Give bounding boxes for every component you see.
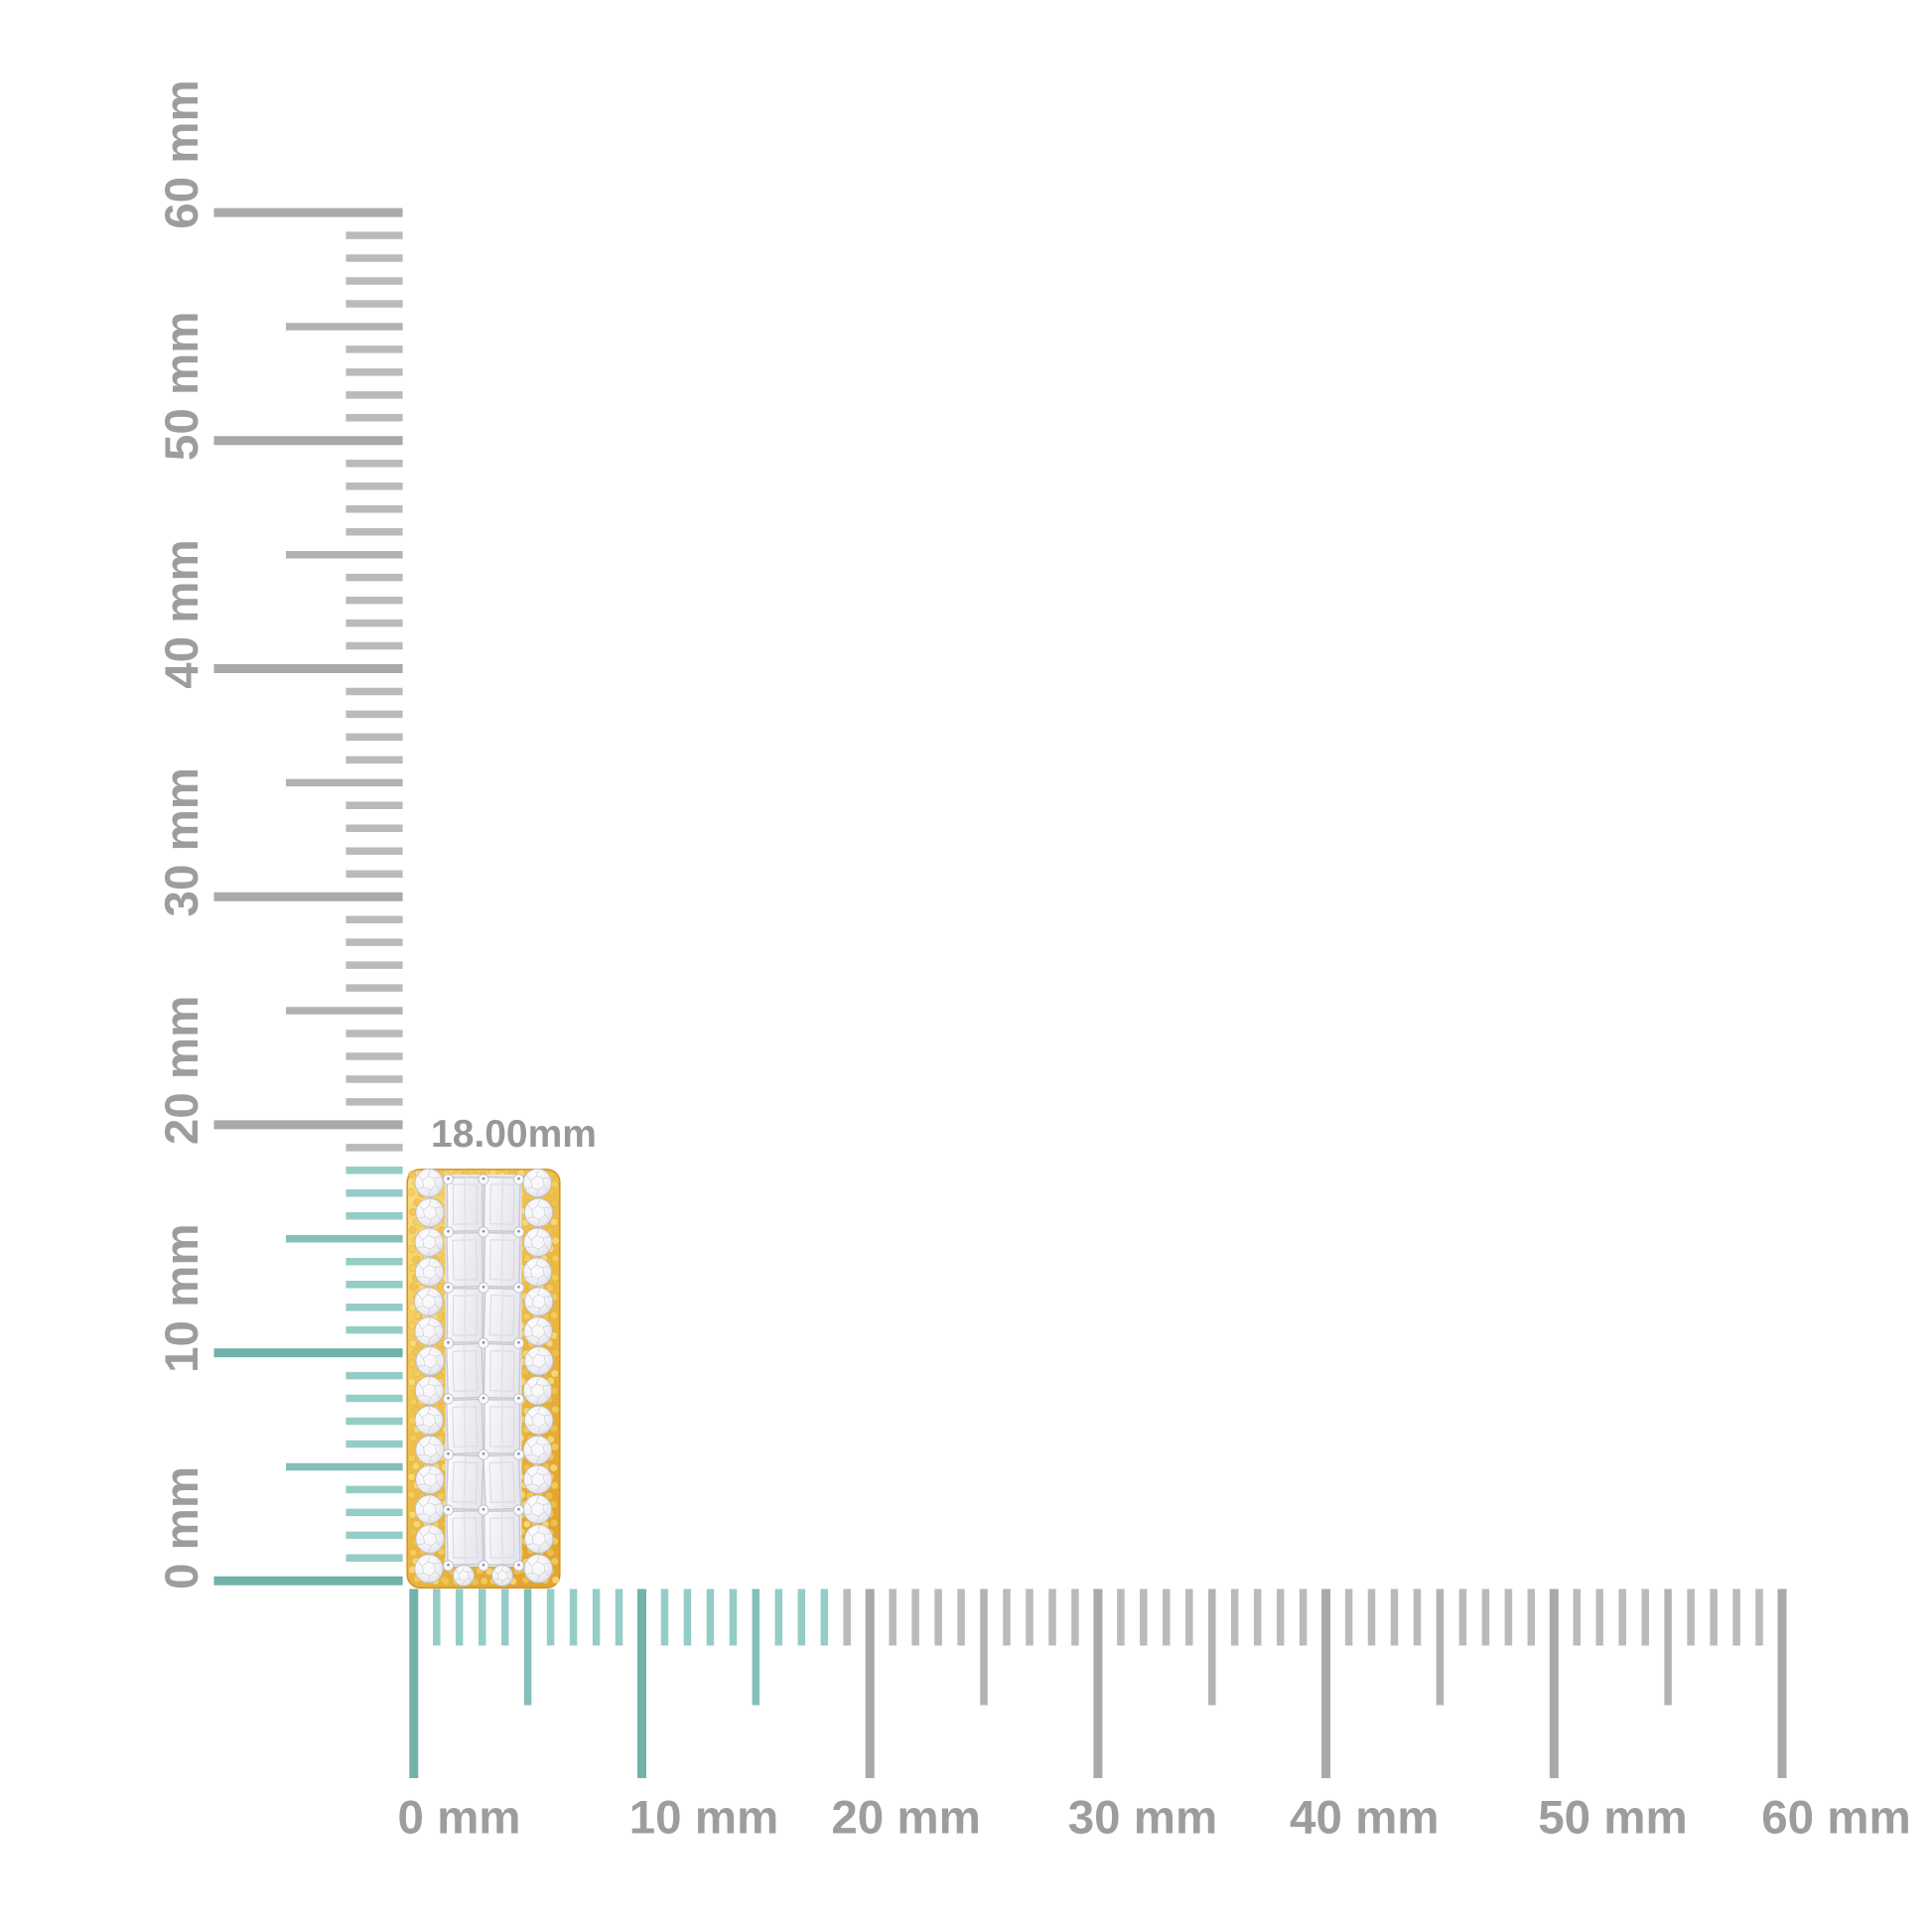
svg-text:40 mm: 40 mm (156, 539, 208, 689)
svg-text:10 mm: 10 mm (629, 1792, 779, 1845)
svg-text:30 mm: 30 mm (156, 767, 208, 917)
svg-text:50 mm: 50 mm (156, 312, 208, 462)
svg-text:30 mm: 30 mm (1068, 1792, 1218, 1845)
svg-text:18.00mm: 18.00mm (431, 1113, 597, 1156)
svg-text:20 mm: 20 mm (831, 1792, 981, 1845)
svg-text:10 mm: 10 mm (156, 1223, 208, 1373)
svg-text:20 mm: 20 mm (156, 996, 208, 1146)
svg-text:60 mm: 60 mm (1761, 1792, 1911, 1845)
svg-text:40 mm: 40 mm (1290, 1792, 1440, 1845)
svg-text:60 mm: 60 mm (156, 79, 208, 229)
svg-text:50 mm: 50 mm (1538, 1792, 1688, 1845)
svg-text:0 mm: 0 mm (156, 1466, 208, 1589)
svg-text:0 mm: 0 mm (397, 1792, 520, 1845)
